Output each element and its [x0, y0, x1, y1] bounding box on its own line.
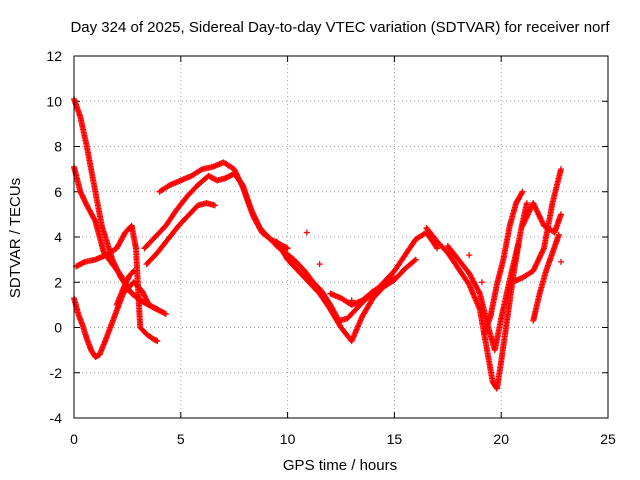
series-track-m	[444, 240, 522, 354]
data-point	[197, 166, 204, 173]
series-track-l	[423, 200, 530, 392]
y-tick-label: -4	[50, 410, 63, 426]
y-tick-label: 4	[54, 229, 62, 245]
y-tick-label: -2	[50, 365, 63, 381]
x-tick-label: 15	[387, 431, 403, 447]
data-point	[348, 297, 355, 304]
data-point	[303, 229, 310, 236]
data-point	[558, 211, 565, 218]
data-point	[558, 258, 565, 265]
x-tick-label: 0	[70, 431, 78, 447]
data-point	[154, 306, 161, 313]
data-point	[162, 310, 169, 317]
data-point	[390, 275, 397, 282]
series-track-d	[73, 222, 161, 345]
data-point	[284, 245, 291, 252]
data-point	[91, 216, 98, 223]
y-tick-label: 10	[46, 93, 62, 109]
axis-ticks: 0 5 10 15 20 25 -4 -2 0 2 4 6 8 10 12	[46, 48, 616, 447]
data-point	[519, 188, 526, 195]
series-track-j	[273, 238, 419, 345]
series-track-p	[530, 231, 562, 324]
series-track-g	[156, 159, 291, 252]
data-point	[211, 202, 218, 209]
series-track-e	[113, 267, 137, 308]
y-tick-label: 2	[54, 274, 62, 290]
x-tick-label: 25	[600, 431, 616, 447]
data-point	[523, 200, 530, 207]
series-track-n	[481, 188, 526, 338]
data-point	[154, 338, 161, 345]
y-tick-label: 0	[54, 320, 62, 336]
data-point	[466, 252, 473, 259]
data-point	[478, 279, 485, 286]
x-tick-label: 5	[177, 431, 185, 447]
x-tick-label: 10	[280, 431, 296, 447]
data-point	[555, 231, 562, 238]
data-point	[412, 256, 419, 263]
plot-frame	[73, 55, 609, 419]
series-track-i	[284, 229, 441, 324]
series-track-f	[141, 170, 298, 263]
data-point	[515, 240, 522, 247]
series-track-q	[519, 200, 565, 236]
chart-title: Day 324 of 2025, Sidereal Day-to-day VTE…	[70, 19, 610, 36]
data-marks	[71, 95, 565, 392]
x-axis-label: GPS time / hours	[283, 457, 397, 474]
data-point	[433, 243, 440, 250]
series-track-h	[143, 200, 218, 268]
y-axis-label: SDTVAR / TECUs	[7, 178, 24, 298]
data-point	[434, 245, 441, 252]
data-point	[558, 166, 565, 173]
data-point	[129, 269, 136, 276]
data-point	[316, 261, 323, 268]
data-point	[130, 267, 137, 274]
y-tick-label: 6	[54, 184, 62, 200]
x-tick-label: 20	[493, 431, 509, 447]
series-track-k	[327, 274, 398, 308]
data-point	[276, 245, 283, 252]
data-point	[518, 190, 525, 197]
y-tick-label: 8	[54, 139, 62, 155]
data-point	[411, 257, 418, 264]
data-point	[391, 274, 398, 281]
series-track-b	[71, 279, 161, 360]
y-tick-label: 12	[46, 48, 62, 64]
outlier-points	[276, 229, 565, 304]
